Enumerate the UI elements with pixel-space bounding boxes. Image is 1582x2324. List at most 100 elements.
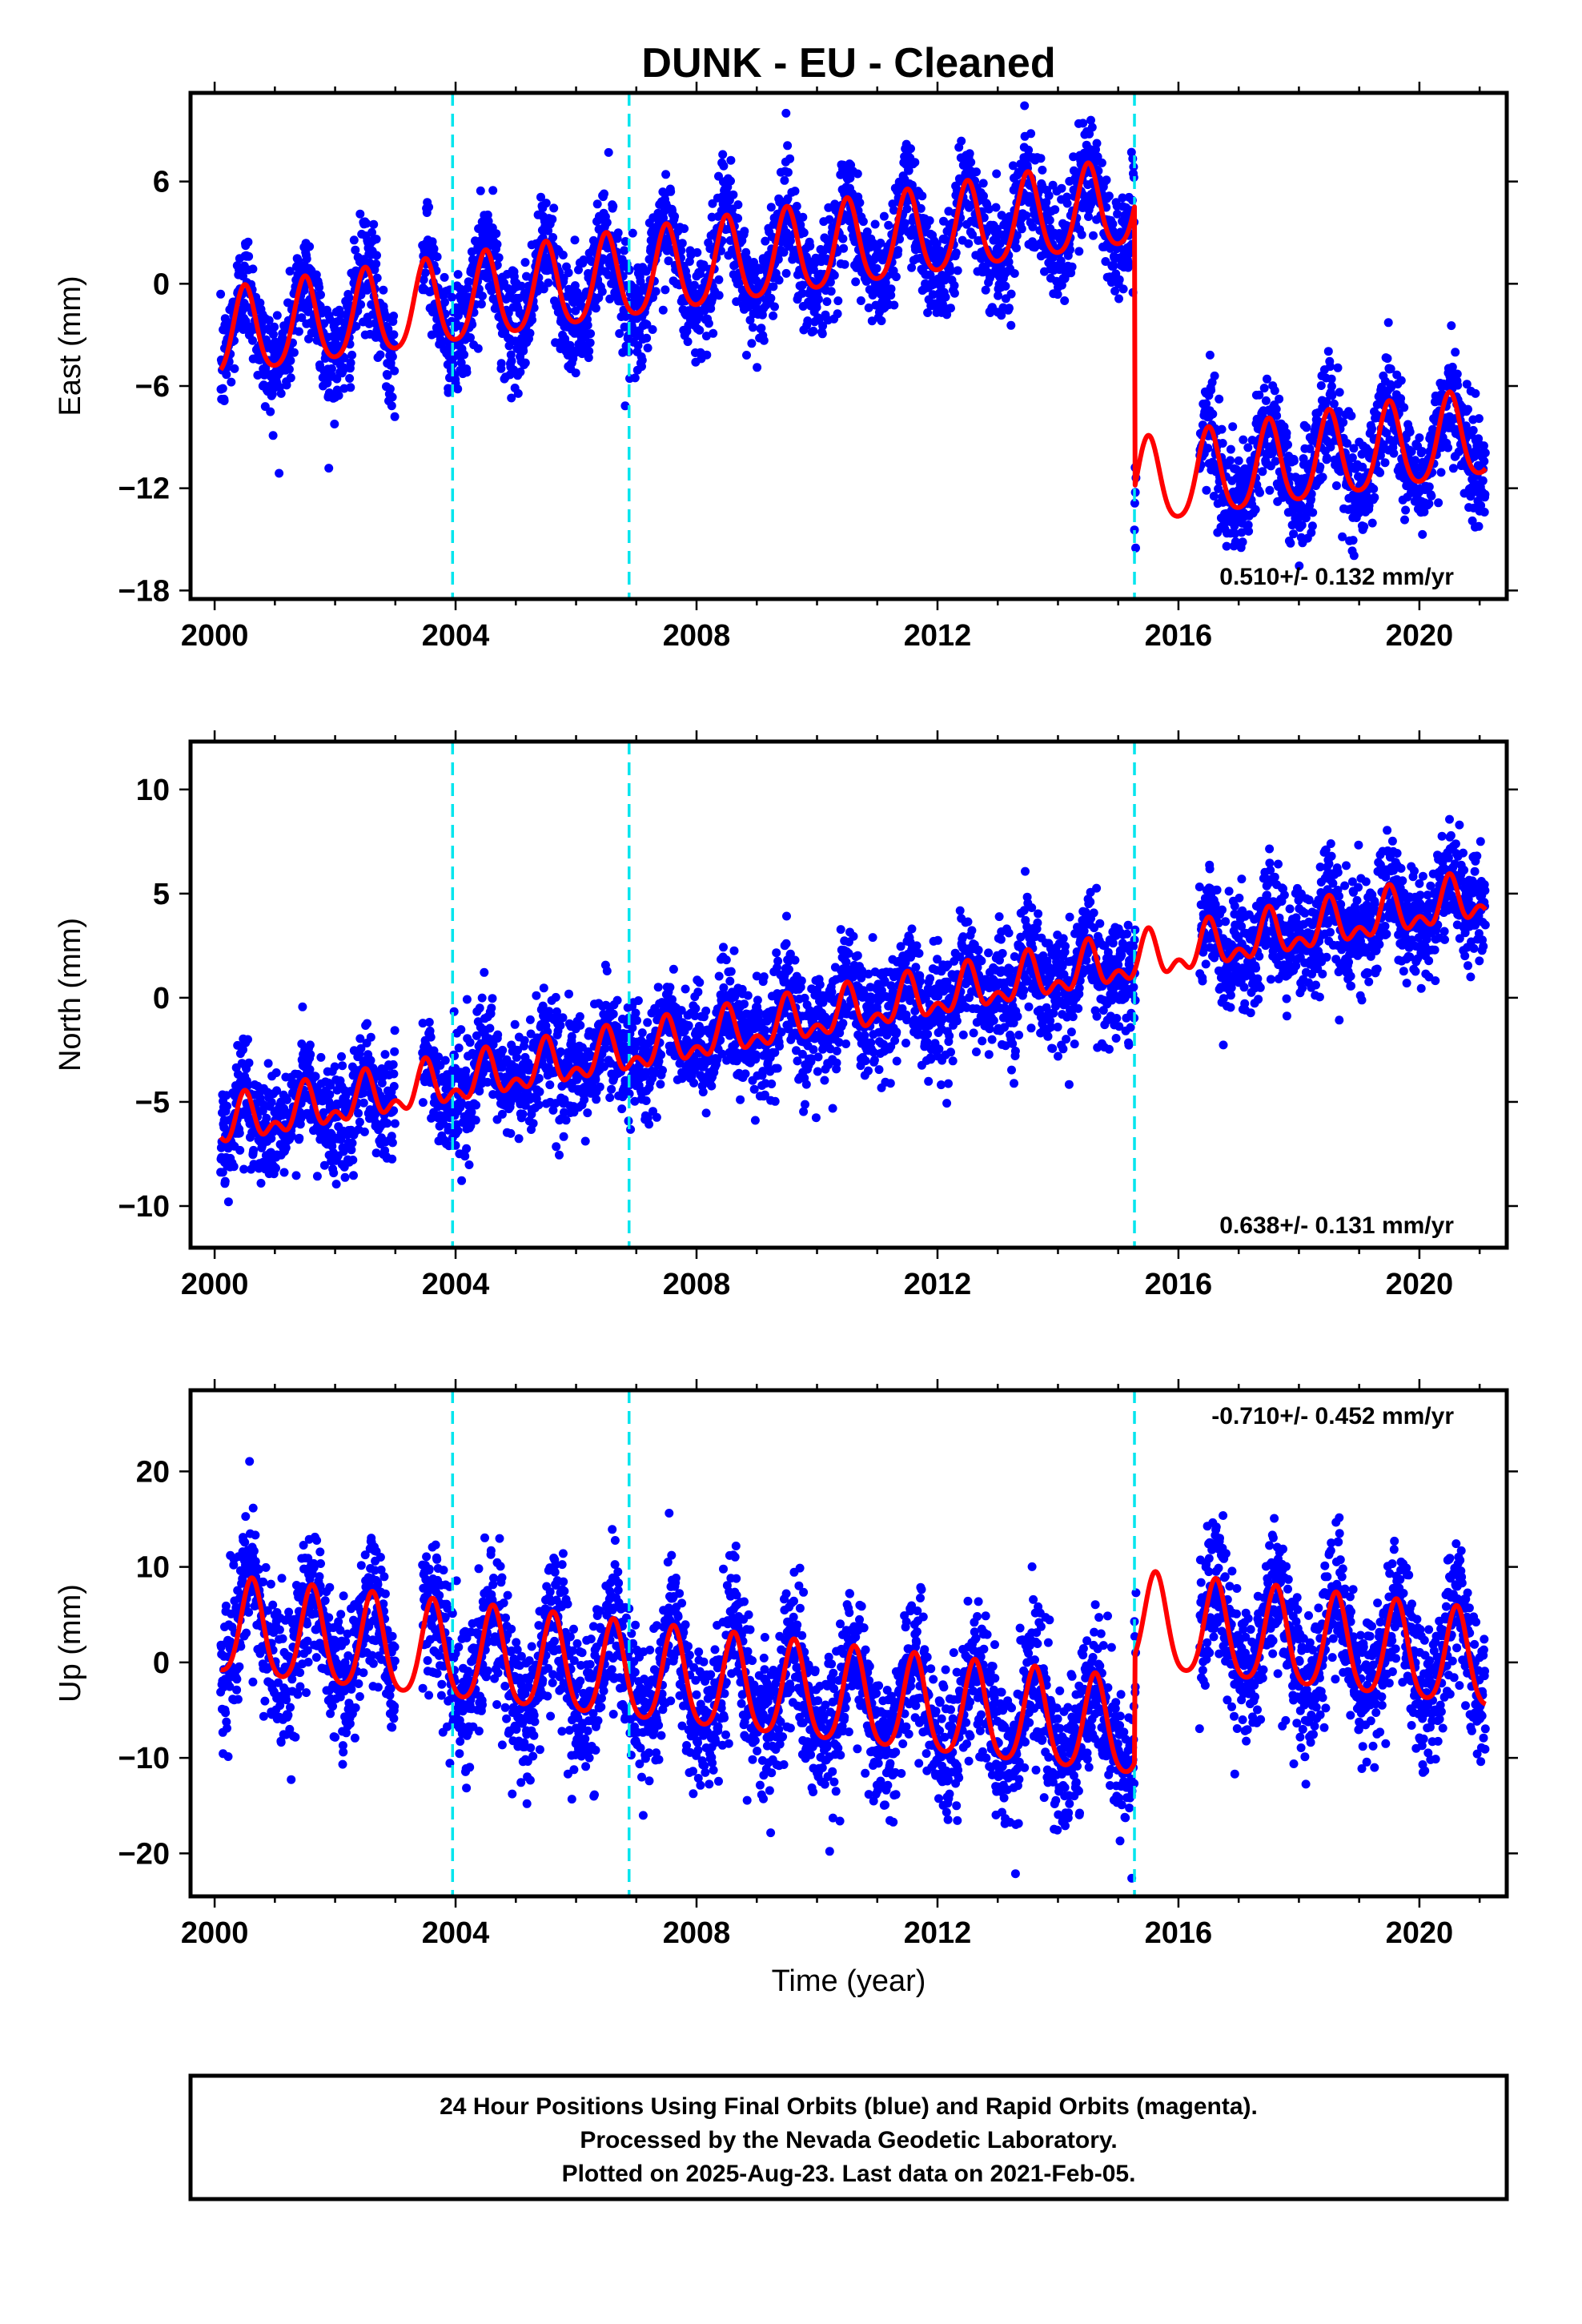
data-point <box>390 1119 400 1128</box>
data-point <box>584 353 593 363</box>
data-point <box>281 1143 291 1152</box>
data-point <box>917 191 927 201</box>
data-point <box>941 292 950 302</box>
data-point <box>1231 529 1240 538</box>
data-point <box>347 1138 357 1148</box>
data-point <box>1234 456 1243 465</box>
data-point <box>1308 508 1318 517</box>
data-point <box>1315 462 1325 472</box>
data-point <box>383 1119 392 1128</box>
data-point <box>1396 376 1406 385</box>
data-point <box>267 1134 276 1143</box>
data-point <box>592 199 602 209</box>
data-point <box>1282 428 1291 438</box>
data-point <box>229 1162 239 1172</box>
data-point <box>1069 152 1078 162</box>
data-point <box>1380 458 1390 468</box>
data-point <box>1464 404 1472 414</box>
data-point <box>1405 427 1415 436</box>
x-tick-label: 2020 <box>1386 619 1454 653</box>
data-point <box>466 333 475 343</box>
data-point <box>1358 462 1367 472</box>
data-point <box>957 136 966 146</box>
data-point <box>1028 222 1038 231</box>
data-point <box>904 166 913 175</box>
data-point <box>220 1176 230 1186</box>
data-point <box>248 336 257 345</box>
data-point <box>889 300 899 310</box>
data-point <box>389 312 399 321</box>
data-point <box>757 310 767 320</box>
data-point <box>1399 403 1409 412</box>
data-point <box>440 272 449 282</box>
data-point <box>1207 385 1216 395</box>
data-point <box>628 228 637 238</box>
data-point <box>389 330 399 340</box>
data-point <box>1348 536 1358 545</box>
data-point <box>1347 411 1356 420</box>
data-point <box>218 384 227 393</box>
data-point <box>1468 425 1478 435</box>
data-point <box>1339 418 1348 427</box>
data-point <box>390 366 400 376</box>
data-point <box>484 216 493 226</box>
data-point <box>462 368 472 377</box>
data-point <box>839 243 849 253</box>
data-point <box>243 1035 252 1044</box>
data-point <box>833 296 843 306</box>
data-point <box>291 1171 301 1180</box>
data-point <box>428 237 437 247</box>
data-point <box>1295 561 1304 571</box>
data-point <box>1283 440 1292 449</box>
data-point <box>419 275 428 284</box>
data-point <box>620 237 630 246</box>
data-point <box>620 401 630 411</box>
data-point <box>1239 435 1248 444</box>
data-point <box>642 320 652 329</box>
data-point <box>1038 165 1047 175</box>
data-point <box>525 328 535 338</box>
data-point <box>1044 191 1054 200</box>
data-point <box>1215 394 1224 404</box>
data-point <box>893 246 903 255</box>
data-point <box>833 309 842 319</box>
data-point <box>331 1180 341 1189</box>
data-point <box>761 236 770 246</box>
data-point <box>268 431 278 440</box>
data-point <box>792 202 801 211</box>
data-point <box>424 203 434 212</box>
data-point <box>477 993 487 1003</box>
data-point <box>440 298 449 307</box>
data-point <box>488 186 498 195</box>
data-point <box>1480 508 1489 517</box>
data-point <box>1307 521 1317 531</box>
data-point <box>289 348 299 357</box>
data-point <box>783 141 793 151</box>
data-point <box>243 237 253 247</box>
data-point <box>294 327 303 336</box>
data-point <box>1006 320 1016 330</box>
data-point <box>1474 414 1484 424</box>
data-point <box>1424 499 1434 509</box>
data-point <box>1108 227 1118 235</box>
data-point <box>1001 281 1010 291</box>
data-point <box>520 258 530 267</box>
data-point <box>701 332 711 341</box>
data-point <box>387 401 396 411</box>
data-point <box>316 290 325 300</box>
data-point <box>485 1023 495 1033</box>
data-point <box>845 173 855 183</box>
data-point <box>780 175 789 185</box>
data-point <box>826 287 836 296</box>
data-point <box>997 311 1006 320</box>
data-point <box>462 995 472 1004</box>
data-point <box>266 407 275 416</box>
data-point <box>879 211 889 221</box>
data-point <box>514 1134 524 1144</box>
data-point <box>1411 456 1420 465</box>
data-point <box>520 1035 529 1045</box>
data-point <box>889 206 898 215</box>
data-point <box>1026 129 1036 139</box>
data-point <box>1462 380 1472 389</box>
data-point <box>1222 541 1231 551</box>
